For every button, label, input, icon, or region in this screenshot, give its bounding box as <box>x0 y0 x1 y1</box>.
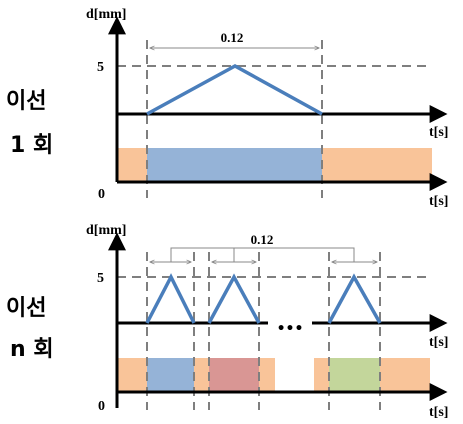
bottom-waveform-2 <box>207 273 261 324</box>
bottom-band-green <box>329 358 380 392</box>
top-origin-label: 0 <box>98 187 105 202</box>
bottom-level-label: 5 <box>97 271 104 286</box>
bottom-span-bracket <box>170 247 355 262</box>
top-span-label: 0.12 <box>221 30 244 45</box>
bottom-origin-label: 0 <box>98 399 105 414</box>
top-waveform <box>146 64 323 116</box>
top-side-label-line2: 1 회 <box>10 133 53 158</box>
top-level-label: 5 <box>97 60 104 75</box>
top-x-label-lower: t[s] <box>429 194 448 209</box>
bottom-band-red <box>209 358 259 392</box>
bottom-side-label-line1: 이선 <box>6 296 46 321</box>
bottom-band-blue <box>147 358 194 392</box>
bottom-panel: 0.12 ••• d[mm] 5 0 t[s] t[s] 이선 n 회 <box>6 223 448 420</box>
top-band-blue <box>147 148 322 182</box>
bottom-x-label-lower: t[s] <box>429 405 448 420</box>
bottom-x-label-upper: t[s] <box>429 335 448 350</box>
top-panel: 0.12 d[mm] 5 0 t[s] t[s] 이선 1 회 <box>6 7 448 209</box>
top-x-label-upper: t[s] <box>429 125 448 140</box>
top-y-axis-label: d[mm] <box>86 7 126 22</box>
bottom-waveform-3 <box>327 273 382 324</box>
bottom-ellipsis: ••• <box>277 321 304 337</box>
top-side-label-line1: 이선 <box>6 89 46 114</box>
bottom-y-axis-label: d[mm] <box>86 223 126 238</box>
bottom-span-label: 0.12 <box>251 232 274 247</box>
bottom-side-label-line2: n 회 <box>10 337 54 362</box>
bottom-waveform-1 <box>145 273 196 324</box>
